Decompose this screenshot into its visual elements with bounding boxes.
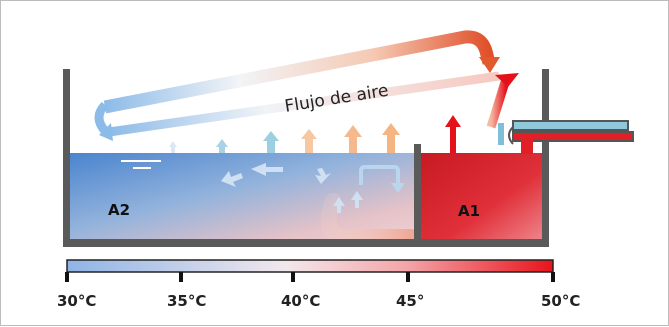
scale-label-40: 40°C	[281, 292, 320, 310]
airflow-label: Flujo de aire	[283, 81, 390, 117]
airflow-return-arrow	[108, 71, 500, 137]
temperature-scale: 30°C 35°C 40°C 45° 50°C	[57, 259, 580, 310]
zone-label-a2: A2	[108, 201, 130, 219]
scale-tick-50	[551, 272, 555, 282]
scale-tick-30	[65, 272, 69, 282]
scale-label-45: 45°	[396, 292, 424, 310]
scale-tick-35	[179, 272, 183, 282]
scale-tick-45	[406, 272, 410, 282]
tank-walls	[63, 69, 549, 247]
scale-label-30: 30°C	[57, 292, 96, 310]
zone-label-a1: A1	[458, 202, 480, 220]
scale-tick-40	[291, 272, 295, 282]
water-surface-icon	[101, 151, 181, 169]
heater-element	[498, 120, 634, 154]
water-hot-zone	[421, 153, 542, 239]
temperature-scale-bar	[66, 259, 554, 273]
water-circulation-arrows	[221, 163, 363, 213]
divider-uturn-arrow	[359, 165, 400, 185]
bottom-recirculation-arrow	[320, 193, 419, 246]
airflow-top-arrow	[103, 30, 496, 114]
tank-divider	[414, 144, 421, 240]
evaporation-arrows	[169, 115, 461, 153]
airflow-return-left-curve	[94, 101, 109, 134]
hot-air-rising-arrowhead	[495, 73, 519, 87]
divider-uturn-arrowhead	[391, 183, 405, 193]
scale-label-35: 35°C	[167, 292, 206, 310]
airflow-return-arrowhead	[99, 123, 113, 141]
scale-label-50: 50°C	[541, 292, 580, 310]
hot-air-rising-arrow	[486, 77, 511, 129]
airflow-top-arrowhead	[479, 57, 500, 73]
